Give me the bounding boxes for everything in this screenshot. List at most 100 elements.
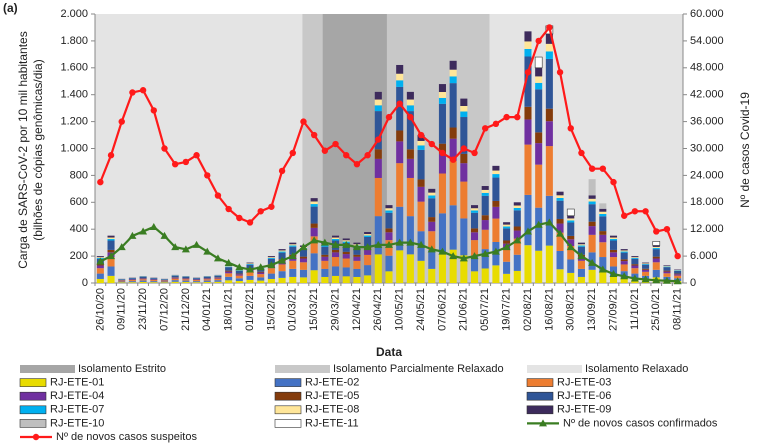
bar-segment [503,226,511,229]
legend-item: RJ-ETE-09 [526,404,611,416]
bar-segment [267,257,275,258]
bar-segment [289,242,297,245]
bar-segment [470,210,479,213]
bar-segment [620,249,628,251]
bar-segment [556,197,564,201]
bar-segment [364,232,372,235]
bar-segment [96,273,104,279]
bar-segment [182,280,190,282]
bar-segment [609,257,618,267]
bar-segment [107,240,115,250]
bar-segment [428,188,436,193]
bar-segment [567,222,575,236]
line-marker [204,172,211,179]
bar-segment [438,92,446,98]
y-axis-label: Carga de SARS-CoV-2 por 10 mil habitante… [16,31,30,268]
bar-segment [374,158,382,178]
bar-segment [182,278,190,280]
line-marker [246,219,254,226]
bar-segment [96,265,104,269]
bar-segment [503,249,511,262]
bar-segment [374,254,382,283]
bar-segment [118,280,126,282]
bar-segment [524,119,532,145]
bar-segment [556,218,564,224]
line-marker [278,256,287,264]
bar-segment [235,274,243,276]
bar-segment [139,281,147,283]
bar-segment [193,282,201,283]
y-tick-label: 2.000 [60,8,88,20]
y-tick-label: 1.800 [60,35,88,47]
bar-segment [374,149,382,159]
bar-segment [150,281,158,283]
line-marker [641,275,650,283]
bar-segment [534,56,543,69]
x-tick-label: 11/10/21 [629,288,641,330]
legend-item: RJ-ETE-06 [526,390,611,402]
bar-segment [588,221,596,227]
x-tick-label: 13/09/21 [586,288,598,331]
legend-item: Isolamento Estrito [20,363,166,375]
bar-segment [374,216,382,255]
bar-segment [588,201,596,205]
y-tick-label: 0 [82,277,88,289]
bar-segment [289,246,297,255]
x-tick-label: 16/08/21 [543,288,555,331]
line-marker [160,231,169,239]
bar-segment [310,206,318,224]
bar-segment [128,280,136,282]
bar-segment [438,153,446,174]
x-tick-label: 08/11/21 [672,288,684,330]
line-marker [470,252,479,260]
line-marker [620,272,629,280]
bar-segment [118,281,126,283]
bar-segment [503,240,511,244]
legend-item: RJ-ETE-11 [274,417,359,429]
line-marker [288,252,297,260]
bar-segment [139,276,147,279]
bar-segment [652,248,660,250]
bar-segment [107,235,115,238]
bar-segment [513,210,521,227]
line-marker [662,276,671,284]
line-marker [428,140,435,148]
bar-segment [321,246,329,255]
bar-segment [417,201,425,232]
legend-item: RJ-ETE-04 [19,390,104,402]
x-tick-label: 01/02/21 [244,288,256,331]
legend-item: RJ-ETE-05 [274,390,359,402]
bar-segment [246,264,254,265]
line-marker [310,131,318,139]
bar-segment [267,273,275,279]
bar-segment [417,140,425,146]
line-marker [97,178,104,186]
legend-item: Isolamento Relaxado [527,363,688,375]
bar-segment [235,278,243,281]
bar-segment [310,198,318,202]
bar-segment [599,203,607,209]
bar-segment [566,208,575,217]
bar-segment [620,277,628,283]
legend-label: RJ-ETE-02 [305,377,359,389]
line-marker [588,258,597,266]
line-marker [161,145,168,152]
bar-segment [535,132,543,144]
line-marker [375,136,382,143]
bar-segment [428,217,436,222]
line-marker [481,249,490,257]
line-marker [203,247,212,255]
y-tick-label: 600 [70,196,88,208]
bar-segment [225,271,233,274]
legend-label: RJ-ETE-09 [557,404,611,416]
bar-segment [535,76,543,83]
line-marker [652,276,661,284]
y-tick-label: 1.400 [60,89,88,101]
line-marker [514,113,521,121]
line-marker [407,113,414,121]
bar-segment [481,215,489,221]
bar-segment [396,64,404,74]
line-marker [107,152,115,159]
bar-segment [235,273,243,275]
bar-segment [246,263,254,265]
